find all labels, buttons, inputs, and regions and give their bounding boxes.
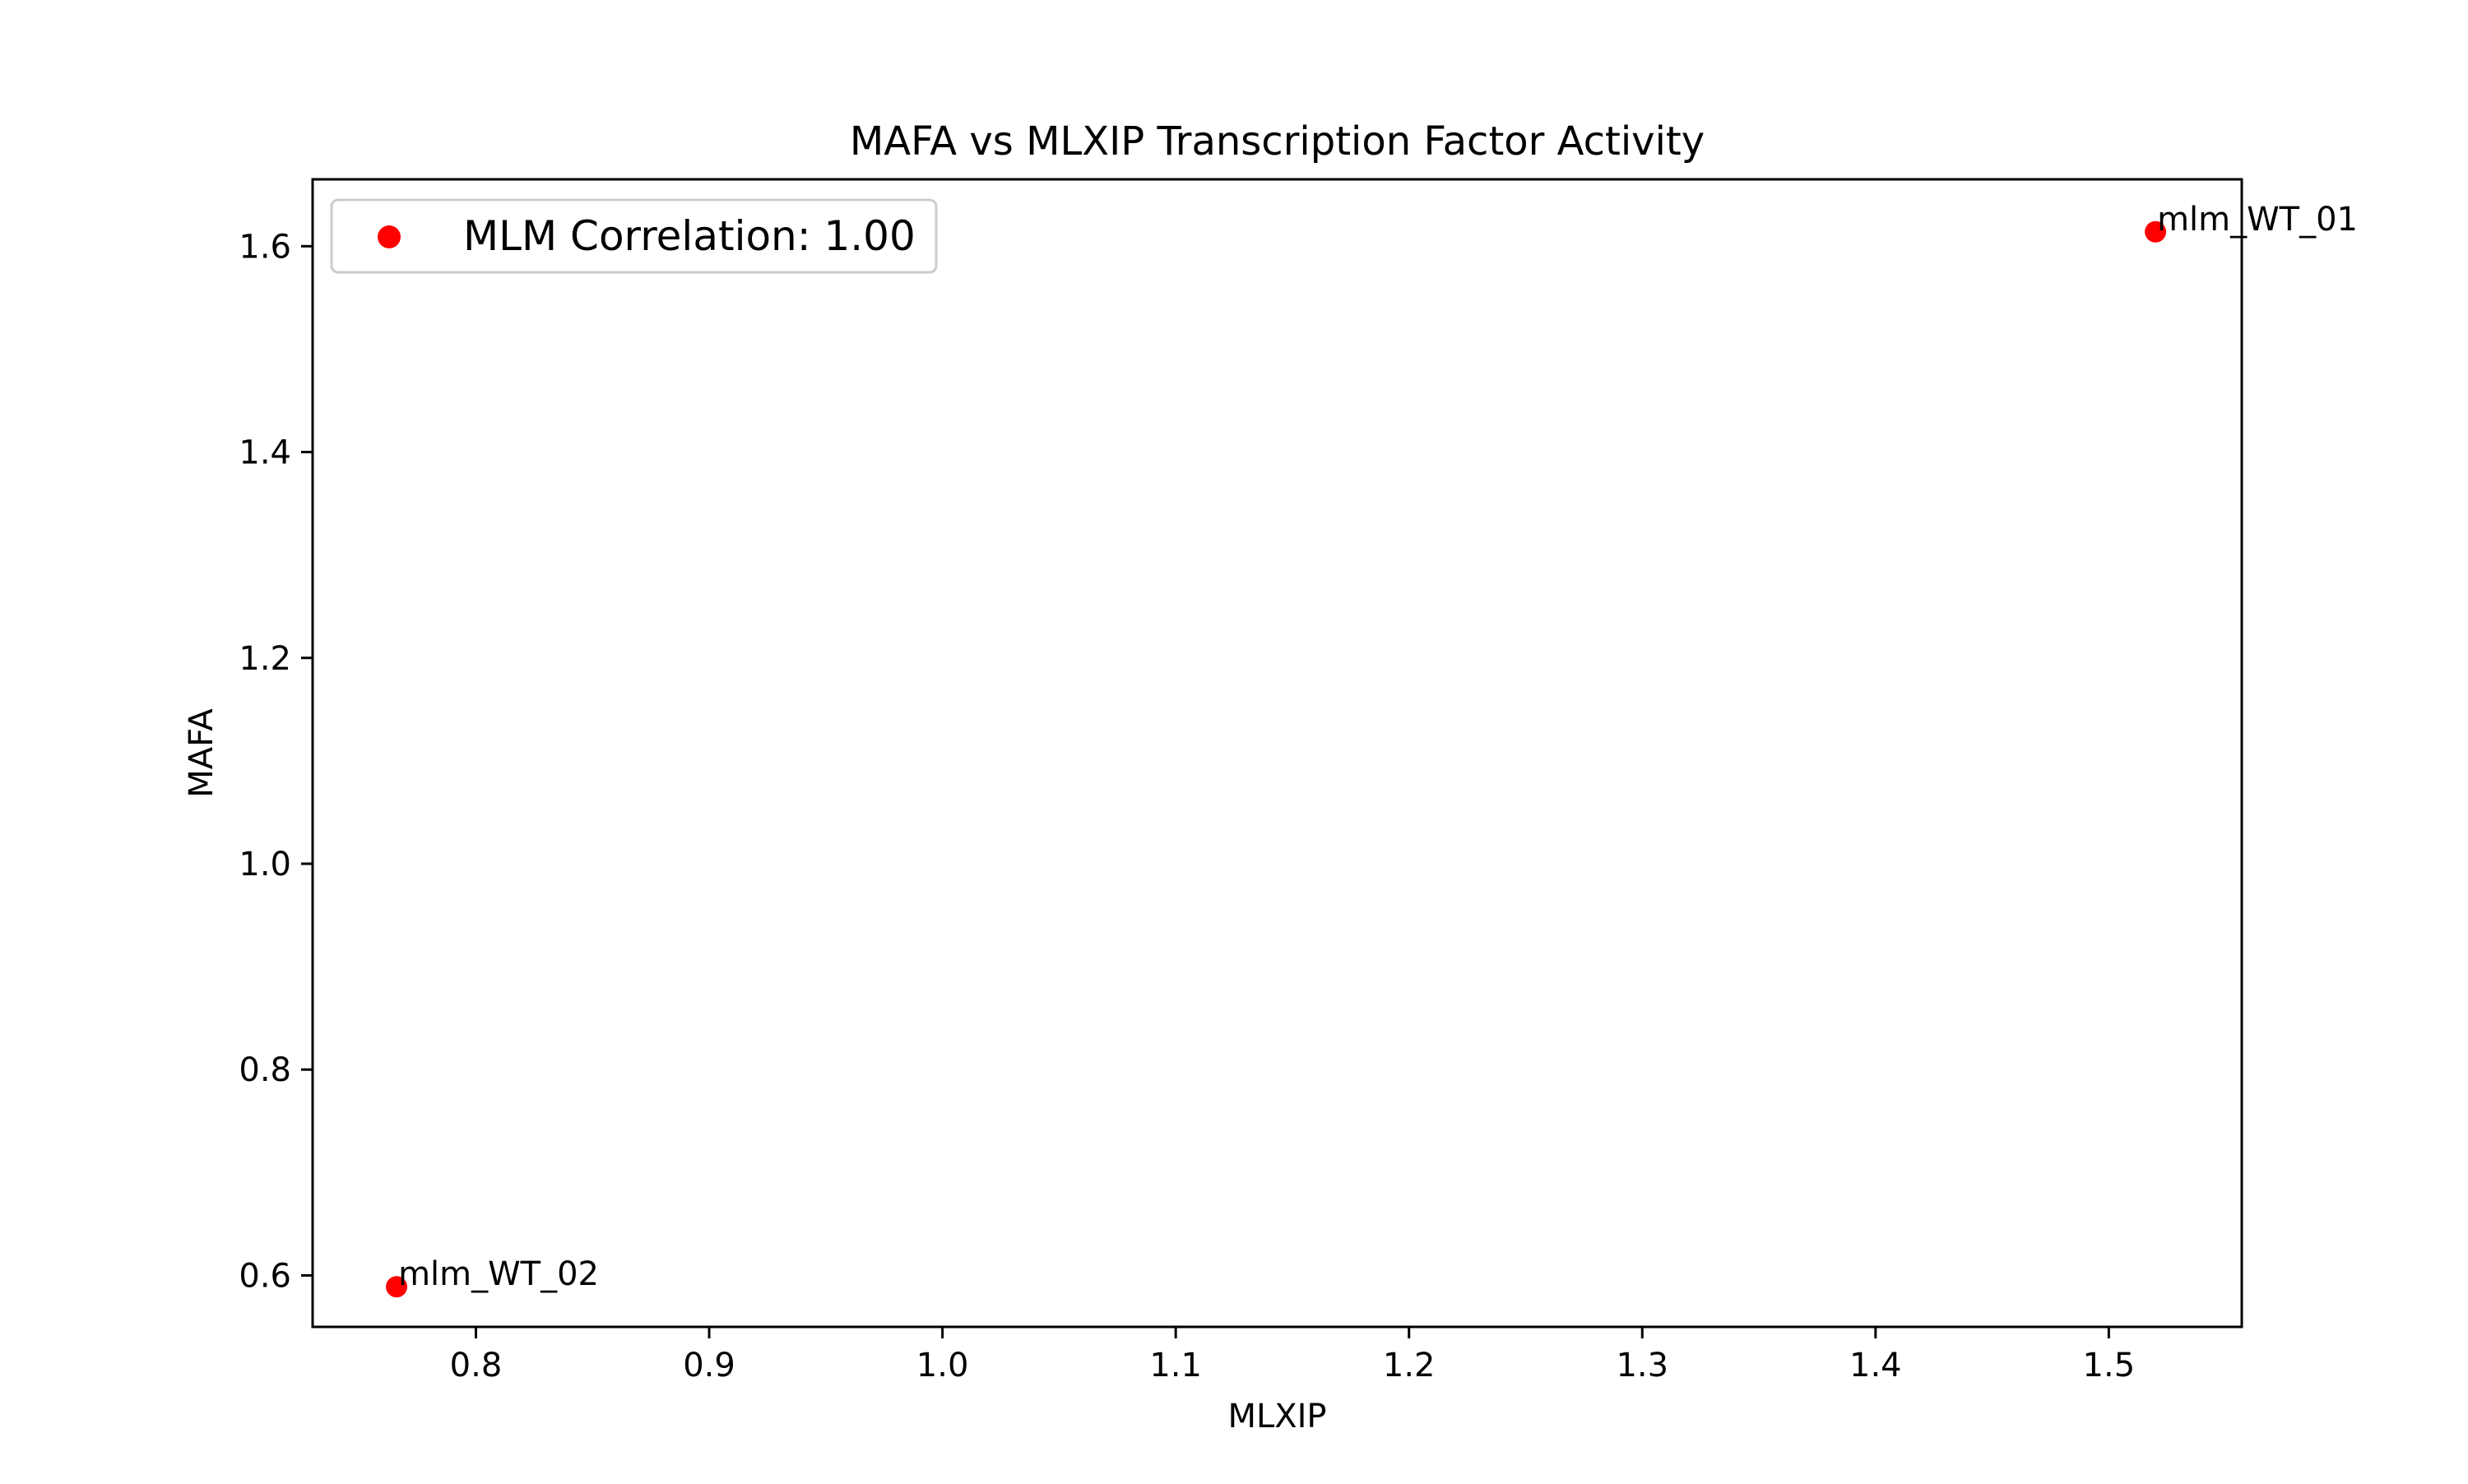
x-axis-label: MLXIP: [1227, 1398, 1326, 1435]
plot-frame: [311, 178, 2243, 1329]
scatter-point: [386, 1276, 408, 1298]
y-tick-label: 1.6: [239, 228, 291, 266]
y-axis-ticks: 0.6 0.8 1.0 1.2 1.4 1.6: [239, 228, 313, 1295]
legend: MLM Correlation: 1.00: [330, 198, 938, 274]
y-tick-label: 0.6: [239, 1257, 291, 1295]
x-tick-label: 1.1: [1149, 1347, 1202, 1384]
point-label: mlm_WT_01: [2157, 201, 2358, 239]
y-tick-label: 1.4: [239, 434, 291, 472]
x-tick-label: 1.3: [1616, 1347, 1668, 1384]
y-tick-label: 0.8: [239, 1051, 291, 1089]
point-labels: mlm_WT_01 mlm_WT_02: [398, 201, 2358, 1293]
scatter-point: [2145, 220, 2167, 243]
data-points: [386, 220, 2167, 1298]
chart-title: MAFA vs MLXIP Transcription Factor Activ…: [850, 118, 1705, 165]
x-tick-label: 1.0: [916, 1347, 969, 1384]
x-tick-label: 0.8: [450, 1347, 503, 1384]
x-tick-label: 1.4: [1849, 1347, 1902, 1384]
legend-marker: [378, 225, 401, 248]
x-tick-label: 1.2: [1383, 1347, 1436, 1384]
x-tick-label: 0.9: [683, 1347, 735, 1384]
y-axis-label: MAFA: [183, 708, 220, 798]
x-axis-ticks: 0.8 0.9 1.0 1.1 1.2 1.3 1.4 1.5: [450, 1327, 2136, 1384]
point-label: mlm_WT_02: [398, 1255, 599, 1293]
y-tick-label: 1.0: [239, 846, 291, 883]
y-tick-label: 1.2: [239, 640, 291, 678]
x-tick-label: 1.5: [2083, 1347, 2136, 1384]
legend-box: [330, 198, 938, 274]
legend-label: MLM Correlation: 1.00: [463, 212, 916, 260]
